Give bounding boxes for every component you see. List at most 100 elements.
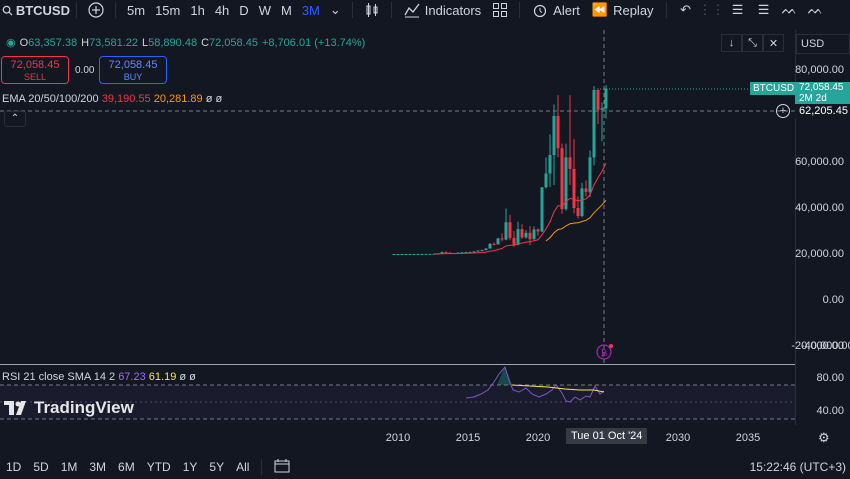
- alert-label: Alert: [553, 2, 580, 18]
- time-axis[interactable]: 2010 2015 2020 2030 2035: [0, 425, 795, 449]
- alarm-clock-icon: [534, 4, 547, 18]
- rsi-pane[interactable]: [0, 364, 795, 424]
- ema-value-4: ø: [215, 93, 223, 105]
- chevron-down-icon[interactable]: ⌄: [329, 2, 341, 17]
- tradingview-logo[interactable]: TradingView: [4, 398, 134, 418]
- arrow-down-icon[interactable]: ↓: [721, 34, 742, 52]
- price-axis[interactable]: 80,000.00 60,000.00 40,000.00 20,000.00 …: [791, 30, 850, 425]
- candle-body: [504, 222, 508, 240]
- candle-body: [564, 157, 568, 210]
- gear-icon[interactable]: ⚙: [818, 430, 830, 445]
- clock-timezone[interactable]: 15:22:46 (UTC+3): [749, 460, 846, 474]
- candle-body: [552, 116, 556, 156]
- undo-icon[interactable]: ↶: [680, 2, 691, 17]
- candle-body: [592, 90, 596, 158]
- candle-body: [392, 254, 396, 255]
- interval-1h[interactable]: 1h: [190, 2, 205, 18]
- candle-body: [548, 155, 552, 174]
- symbol-search[interactable]: BTCUSD: [0, 3, 70, 18]
- indicators-icon: [404, 3, 420, 18]
- ema-legend[interactable]: EMA 20/50/100/200 39,190.55 20,281.89 ø …: [2, 93, 222, 105]
- replay-button[interactable]: ⏪ Replay: [586, 2, 660, 18]
- interval-w[interactable]: W: [258, 2, 271, 18]
- rewind-icon: ⏪: [591, 2, 609, 17]
- add-plus-icon[interactable]: +: [776, 104, 790, 118]
- candle-body: [540, 187, 544, 232]
- candle-body: [568, 157, 572, 169]
- pattern-icon[interactable]: ᨓ: [781, 2, 798, 17]
- date-range-icon[interactable]: [268, 458, 296, 476]
- ema-label: EMA 20/50/100/200: [2, 93, 99, 105]
- indicators-label: Indicators: [424, 2, 482, 18]
- svg-text:₿: ₿: [601, 348, 608, 358]
- range-1m[interactable]: 1M: [60, 460, 78, 474]
- logo-text: TradingView: [34, 398, 134, 417]
- price-tick: 40,000.00: [795, 202, 844, 214]
- object-tree-icon[interactable]: ☰: [731, 2, 744, 17]
- interval-4h[interactable]: 4h: [214, 2, 230, 18]
- candle-body: [556, 116, 560, 149]
- rsi-label: RSI 21 close SMA 14 2: [2, 371, 116, 383]
- compare-add-icon[interactable]: [87, 1, 105, 19]
- range-all[interactable]: All: [236, 460, 250, 474]
- price-tick: 60,000.00: [795, 156, 844, 168]
- drag-handle-icon[interactable]: ⋮⋮: [698, 2, 725, 17]
- candles-icon[interactable]: [363, 1, 381, 19]
- range-6m[interactable]: 6M: [118, 460, 135, 474]
- symbol-name: BTCUSD: [15, 2, 70, 18]
- collapse-legend-button[interactable]: ⌃: [4, 111, 26, 127]
- buy-button[interactable]: 72,058.45 BUY: [99, 56, 167, 84]
- candle-body: [536, 229, 540, 232]
- high-value: 73,581.22: [89, 36, 138, 49]
- candle-body: [484, 248, 488, 251]
- price-tick: -40,000.00: [801, 340, 850, 352]
- rsi-sma-line: [511, 384, 605, 393]
- candle-body: [584, 188, 588, 192]
- maximize-icon[interactable]: ⤡: [742, 34, 763, 52]
- divider: [351, 2, 353, 18]
- candle-body: [428, 253, 432, 255]
- time-tick: 2020: [525, 432, 551, 444]
- candle-body: [512, 237, 516, 245]
- interval-15m[interactable]: 15m: [155, 2, 181, 18]
- bottom-toolbar: 1D 5D 1M 3M 6M YTD 1Y 5Y All 15:22:46 (U…: [0, 455, 850, 479]
- candle-body: [528, 232, 532, 240]
- close-icon[interactable]: ✕: [763, 34, 784, 52]
- interval-d[interactable]: D: [239, 2, 249, 18]
- divider: [261, 459, 263, 475]
- trend-icon[interactable]: ᨓ: [807, 2, 824, 17]
- interval-5m[interactable]: 5m: [127, 2, 146, 18]
- range-5d[interactable]: 5D: [33, 460, 49, 474]
- buy-price: 72,058.45: [108, 59, 158, 71]
- rsi-legend[interactable]: RSI 21 close SMA 14 2 67.23 61.19 ø ø: [2, 371, 196, 383]
- range-5y[interactable]: 5Y: [209, 460, 225, 474]
- ohlc-legend: ◉ O 63,357.38 H 73,581.22 L 58,890.48 C 72,0…: [6, 36, 365, 50]
- ema-value-2: 20,281.89: [153, 93, 203, 105]
- candle-body: [408, 253, 412, 255]
- templates-icon[interactable]: [491, 1, 509, 19]
- alert-button[interactable]: Alert: [526, 2, 586, 18]
- interval-m[interactable]: M: [280, 2, 292, 18]
- divider: [390, 2, 392, 18]
- range-3m[interactable]: 3M: [89, 460, 107, 474]
- events-icon[interactable]: ₿: [596, 344, 613, 360]
- currency-select[interactable]: USD: [796, 34, 850, 54]
- price-tick: 80,000.00: [795, 64, 844, 76]
- candle-body: [508, 222, 512, 238]
- watchlist-icon[interactable]: ☰: [757, 2, 770, 17]
- candles-group: [392, 84, 608, 255]
- candle-body: [396, 254, 400, 255]
- interval-3m[interactable]: 3M: [301, 2, 320, 18]
- divider: [115, 2, 116, 18]
- range-ytd[interactable]: YTD: [146, 460, 171, 474]
- ema-value-1: 39,190.55: [101, 93, 151, 105]
- range-1y[interactable]: 1Y: [182, 460, 198, 474]
- indicators-button[interactable]: Indicators: [398, 2, 487, 18]
- candle-body: [524, 232, 528, 238]
- eye-icon[interactable]: ◉: [6, 37, 16, 49]
- divider: [76, 2, 77, 18]
- candle-body: [516, 229, 520, 245]
- time-tick: 2010: [385, 432, 411, 444]
- sell-button[interactable]: 72,058.45 SELL: [1, 56, 69, 84]
- range-1d[interactable]: 1D: [6, 460, 22, 474]
